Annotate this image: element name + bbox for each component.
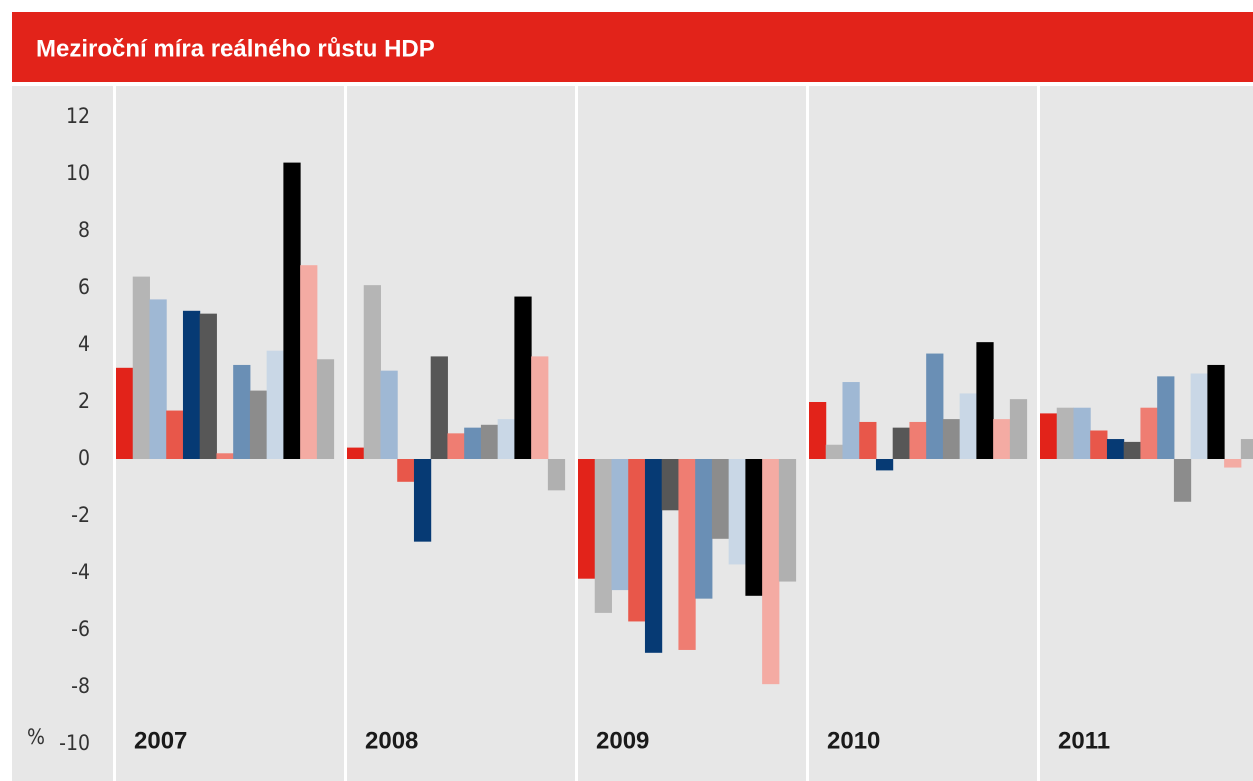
chart-title: Meziroční míra reálného růstu HDP: [36, 35, 435, 62]
y-tick-label: 12: [66, 104, 90, 128]
bar: [942, 419, 961, 459]
bar: [926, 353, 944, 459]
bar: [347, 447, 365, 459]
bar: [380, 370, 398, 459]
bar: [661, 459, 679, 511]
bar: [959, 393, 977, 459]
bar: [678, 459, 696, 650]
bar: [578, 459, 596, 579]
bar: [216, 453, 234, 459]
title-bar: [12, 12, 1253, 82]
bar: [514, 296, 532, 459]
bar: [842, 382, 860, 459]
bar: [695, 459, 713, 599]
y-tick-label: 8: [78, 218, 90, 242]
bar: [300, 265, 318, 459]
bar: [762, 459, 780, 685]
bar: [1173, 459, 1192, 502]
bar: [480, 424, 499, 459]
x-tick-label: 2010: [827, 727, 880, 754]
bar: [628, 459, 646, 622]
y-tick-label: 2: [78, 389, 90, 413]
bar: [728, 459, 746, 565]
bar: [182, 310, 201, 459]
bar: [1106, 439, 1125, 459]
y-tick-label: -2: [71, 503, 90, 527]
y-tick-label: 4: [78, 332, 90, 356]
bar: [909, 421, 927, 459]
bar: [116, 367, 134, 459]
y-tick-label: -4: [71, 560, 90, 584]
bar: [711, 459, 730, 539]
bar: [233, 364, 251, 459]
bar: [397, 459, 415, 482]
bar: [1040, 413, 1058, 459]
bar: [644, 459, 663, 653]
bar: [1224, 459, 1242, 468]
bar: [464, 427, 482, 459]
y-tick-label: -10: [59, 731, 90, 755]
bar: [497, 419, 515, 459]
y-tick-label: 10: [66, 161, 90, 185]
bar: [166, 410, 184, 459]
bar: [283, 162, 301, 459]
bar: [1157, 376, 1175, 459]
bar: [976, 342, 994, 459]
bar: [1123, 441, 1141, 459]
bar: [132, 276, 150, 459]
bar: [1190, 373, 1208, 459]
bar: [363, 285, 381, 459]
y-axis-label: %: [27, 725, 45, 749]
bar: [1140, 407, 1158, 459]
bar: [1240, 439, 1253, 459]
bar: [316, 359, 335, 459]
bar: [1056, 407, 1074, 459]
bar: [1207, 364, 1225, 459]
bar: [611, 459, 629, 591]
y-tick-label: -6: [71, 617, 90, 641]
bar: [149, 299, 167, 459]
bar: [1090, 430, 1108, 459]
y-tick-label: 6: [78, 275, 90, 299]
bar: [531, 356, 549, 459]
y-tick-label: 0: [78, 446, 90, 470]
bar: [199, 313, 217, 459]
x-tick-label: 2008: [365, 727, 418, 754]
bar: [809, 402, 827, 459]
bar: [825, 444, 843, 459]
bar: [1009, 399, 1028, 459]
bar: [266, 350, 284, 459]
y-tick-label: -8: [71, 674, 90, 698]
bar: [745, 459, 763, 596]
bar: [875, 459, 894, 471]
bar: [430, 356, 448, 459]
bar: [413, 459, 432, 542]
bar: [547, 459, 566, 491]
bar: [993, 419, 1011, 459]
x-tick-label: 2009: [596, 727, 649, 754]
bar: [447, 433, 465, 459]
bar: [1073, 407, 1091, 459]
bar: [892, 427, 910, 459]
x-tick-label: 2011: [1058, 727, 1110, 754]
bar: [778, 459, 797, 582]
x-tick-label: 2007: [134, 727, 187, 754]
bar: [859, 421, 877, 459]
bar: [594, 459, 612, 613]
bar: [249, 390, 268, 459]
